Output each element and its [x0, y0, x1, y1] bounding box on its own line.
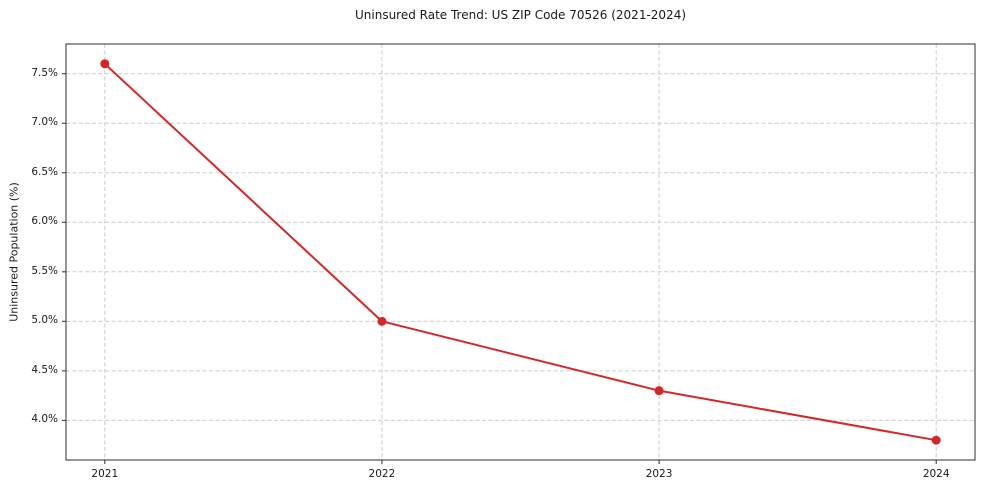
chart-title: Uninsured Rate Trend: US ZIP Code 70526 … — [354, 8, 687, 22]
x-tick-label: 2024 — [922, 468, 950, 480]
data-point-marker — [931, 435, 941, 445]
data-point-marker — [100, 59, 110, 69]
y-tick-label: 6.0% — [31, 215, 58, 228]
data-line — [103, 62, 938, 442]
y-tick-label: 4.0% — [31, 413, 58, 426]
y-tick-label: 7.5% — [31, 66, 58, 79]
y-tick-label: 4.5% — [31, 363, 58, 376]
data-point-marker — [377, 316, 387, 326]
y-tick-label: 5.0% — [31, 314, 58, 327]
data-point-marker — [654, 386, 664, 396]
y-axis-label: Uninsured Population (%) — [7, 182, 21, 322]
x-tick-label: 2021 — [91, 468, 119, 480]
y-tick-label: 5.5% — [31, 264, 58, 277]
axes-frame — [65, 43, 976, 461]
y-tick-label: 6.5% — [31, 165, 58, 178]
y-tick-label: 7.0% — [31, 116, 58, 129]
x-tick-label: 2022 — [368, 468, 396, 480]
x-tick-label: 2023 — [645, 468, 673, 480]
